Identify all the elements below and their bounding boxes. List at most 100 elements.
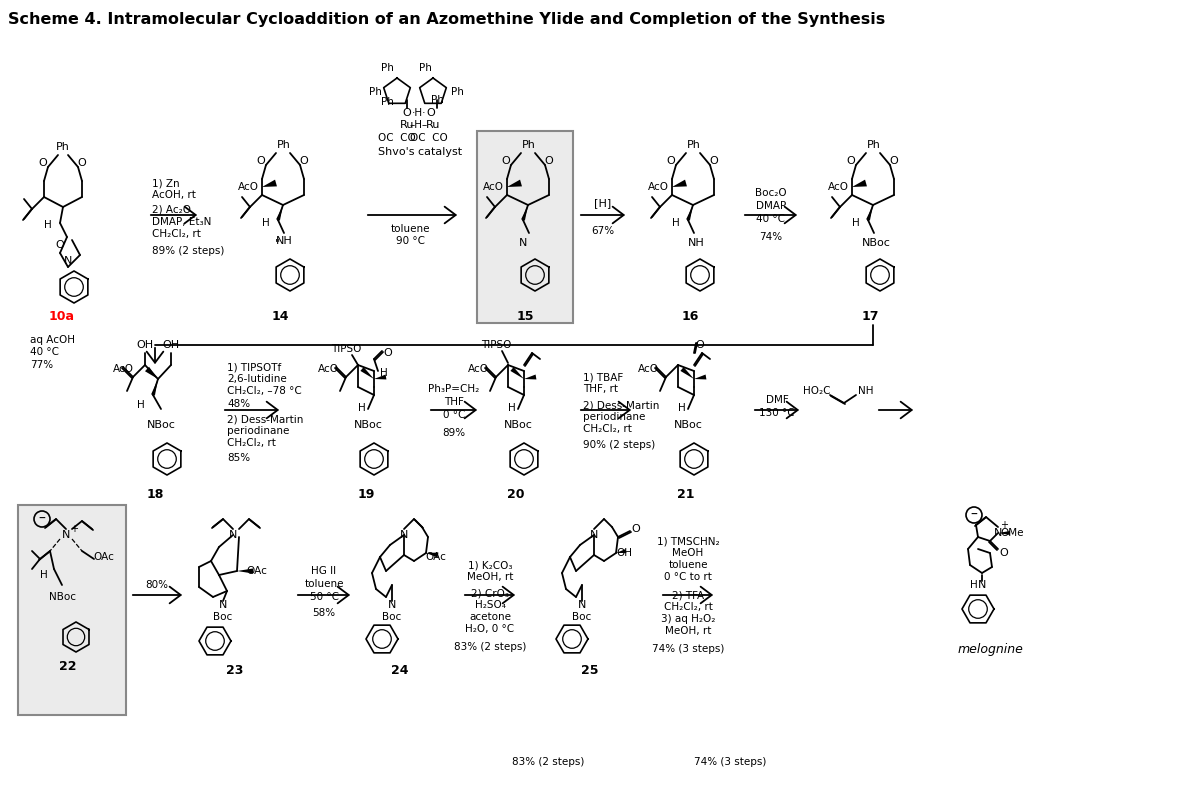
Text: +: +	[1000, 520, 1008, 530]
Text: NH: NH	[688, 238, 704, 248]
Polygon shape	[145, 367, 158, 379]
Polygon shape	[374, 374, 386, 379]
Text: Boc₂O: Boc₂O	[755, 188, 787, 198]
Text: toluene: toluene	[305, 579, 343, 589]
Text: Ph: Ph	[277, 140, 290, 150]
Text: DMF: DMF	[766, 395, 788, 405]
Text: THF: THF	[444, 397, 464, 407]
Text: 19: 19	[358, 488, 374, 502]
Text: 80%: 80%	[145, 580, 168, 590]
Text: 15: 15	[516, 310, 534, 323]
Polygon shape	[672, 179, 686, 187]
Text: 14: 14	[271, 310, 289, 323]
Text: 40 °C: 40 °C	[30, 347, 59, 357]
Text: 1) Zn: 1) Zn	[152, 178, 180, 188]
Polygon shape	[686, 205, 694, 220]
Text: N: N	[229, 530, 238, 540]
Text: ": "	[275, 238, 281, 248]
Text: AcO: AcO	[468, 364, 488, 374]
Text: 77%: 77%	[30, 360, 53, 370]
Text: Boc: Boc	[214, 612, 233, 622]
Text: H: H	[678, 403, 686, 413]
Text: H: H	[137, 400, 145, 410]
Polygon shape	[616, 549, 626, 553]
Polygon shape	[680, 367, 694, 379]
Text: OC  CO: OC CO	[410, 133, 448, 143]
Text: CH₂Cl₂, rt: CH₂Cl₂, rt	[152, 229, 200, 239]
Text: –H–: –H–	[410, 120, 428, 130]
Text: NBoc: NBoc	[354, 420, 383, 430]
Text: HO₂C: HO₂C	[803, 386, 830, 396]
Text: OMe: OMe	[1001, 528, 1024, 538]
Text: H: H	[358, 403, 366, 413]
Text: O: O	[545, 156, 553, 166]
Text: DMAP, Et₃N: DMAP, Et₃N	[152, 217, 211, 227]
Text: O: O	[847, 156, 856, 166]
Text: H: H	[970, 580, 978, 590]
Text: 2) Ac₂O: 2) Ac₂O	[152, 205, 191, 215]
Text: 24: 24	[391, 664, 409, 678]
Text: Ph: Ph	[56, 142, 70, 152]
Polygon shape	[238, 569, 253, 574]
Text: 18: 18	[146, 488, 163, 502]
FancyBboxPatch shape	[18, 505, 126, 715]
Text: MeOH, rt: MeOH, rt	[665, 626, 712, 636]
Text: 130 °C: 130 °C	[760, 408, 794, 418]
Text: H: H	[380, 368, 388, 378]
Polygon shape	[262, 179, 277, 187]
Text: N: N	[218, 600, 227, 610]
Polygon shape	[508, 179, 522, 187]
Text: N: N	[578, 600, 586, 610]
Text: OH: OH	[137, 340, 154, 350]
Text: +: +	[70, 524, 78, 534]
Text: [H]: [H]	[594, 198, 612, 208]
Text: O: O	[696, 340, 704, 350]
Text: Ph: Ph	[868, 140, 881, 150]
Text: AcOH, rt: AcOH, rt	[152, 190, 196, 200]
Text: NBoc: NBoc	[504, 420, 533, 430]
Text: –: –	[971, 508, 978, 522]
Text: Boc: Boc	[383, 612, 402, 622]
Text: H₂SO₄: H₂SO₄	[474, 600, 505, 610]
Text: 50 °C: 50 °C	[310, 592, 338, 602]
Text: 2) Dess-Martin: 2) Dess-Martin	[583, 400, 659, 410]
Text: 1) TMSCHN₂: 1) TMSCHN₂	[656, 536, 719, 546]
FancyBboxPatch shape	[478, 131, 574, 323]
Text: 83% (2 steps): 83% (2 steps)	[512, 757, 584, 767]
Text: AcO: AcO	[238, 182, 258, 192]
Text: NBoc: NBoc	[673, 420, 702, 430]
Text: 1) K₂CO₃: 1) K₂CO₃	[468, 560, 512, 570]
Polygon shape	[151, 379, 158, 396]
Text: 16: 16	[682, 310, 698, 323]
Text: AcO: AcO	[113, 364, 133, 374]
Text: Ph: Ph	[522, 140, 536, 150]
Polygon shape	[521, 205, 528, 220]
Text: melognine: melognine	[958, 642, 1022, 656]
Text: MeOH: MeOH	[672, 548, 703, 558]
Text: 1) TIPSOTf: 1) TIPSOTf	[227, 362, 281, 372]
Text: Scheme 4. Intramolecular Cycloaddition of an Azomethine Ylide and Completion of : Scheme 4. Intramolecular Cycloaddition o…	[8, 12, 886, 27]
Text: 2) CrO₃: 2) CrO₃	[470, 588, 509, 598]
Text: THF, rt: THF, rt	[583, 384, 618, 394]
Text: periodinane: periodinane	[583, 412, 646, 422]
Text: DMAP: DMAP	[756, 201, 786, 211]
Text: 74% (3 steps): 74% (3 steps)	[694, 757, 766, 767]
Text: 85%: 85%	[227, 453, 250, 463]
Polygon shape	[694, 374, 707, 379]
Text: O: O	[300, 156, 308, 166]
Text: OH: OH	[616, 548, 632, 558]
Text: H: H	[852, 218, 860, 228]
Text: 21: 21	[677, 488, 695, 502]
Text: 2) TFA: 2) TFA	[672, 590, 704, 600]
Text: Ph: Ph	[419, 63, 432, 73]
Text: ·H·: ·H·	[412, 108, 426, 118]
Text: CH₂Cl₂, rt: CH₂Cl₂, rt	[227, 438, 276, 448]
Text: CH₂Cl₂, rt: CH₂Cl₂, rt	[583, 424, 632, 434]
Text: –: –	[38, 512, 46, 526]
Text: 2) Dess-Martin: 2) Dess-Martin	[227, 414, 304, 424]
Text: OH: OH	[162, 340, 180, 350]
Text: CH₂Cl₂, rt: CH₂Cl₂, rt	[664, 602, 713, 612]
Text: H: H	[672, 218, 680, 228]
Text: N: N	[62, 530, 70, 540]
Text: OAc: OAc	[246, 566, 268, 576]
